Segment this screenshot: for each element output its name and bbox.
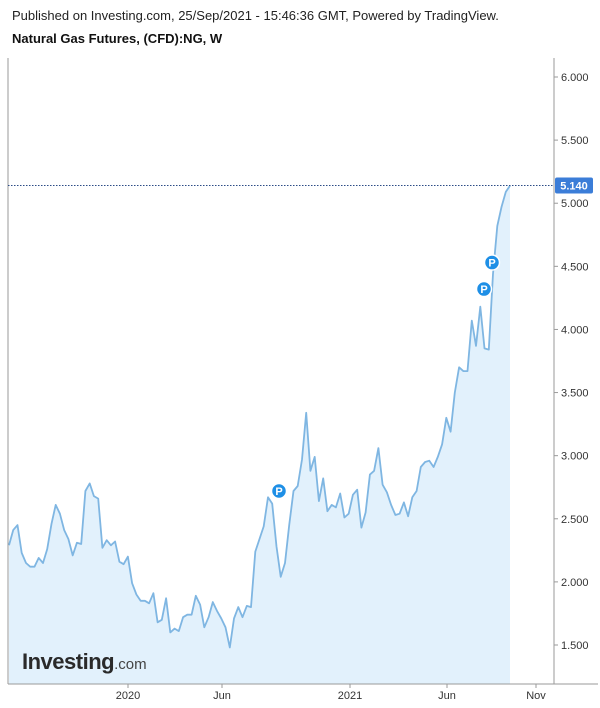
p-marker-icon[interactable]: [483, 254, 501, 271]
x-tick-label: Nov: [526, 690, 546, 702]
last-price-badge: [555, 177, 593, 194]
x-tick-label: Jun: [438, 690, 456, 702]
x-tick-label: 2020: [116, 690, 140, 702]
p-marker-label: P: [488, 258, 495, 270]
y-tick-label: 4.500: [561, 261, 589, 273]
y-tick-label: 5.000: [561, 198, 589, 210]
marker-layer[interactable]: P P P: [270, 254, 501, 500]
y-tick-label: 3.500: [561, 388, 589, 400]
y-tick-label: 4.000: [561, 324, 589, 336]
x-tick-label: Jun: [213, 690, 231, 702]
logo-brand: Investing: [22, 649, 115, 674]
y-tick-label: 1.500: [561, 640, 589, 652]
price-line-layer: [8, 185, 511, 649]
y-tick-label: 6.000: [561, 72, 589, 84]
chart-title: Natural Gas Futures, (CFD):NG, W: [12, 31, 223, 46]
investing-logo: Investing.com: [22, 649, 147, 675]
y-tick-label: 3.000: [561, 451, 589, 463]
p-marker-icon[interactable]: [270, 482, 288, 500]
y-tick-label: 2.000: [561, 577, 589, 589]
published-caption: Published on Investing.com, 25/Sep/2021 …: [12, 8, 499, 23]
axes-layer: 6.000 5.500 5.000 4.500 4.000 3.500 3.000 2.500…: [7, 58, 598, 702]
p-marker-label: P: [275, 486, 282, 498]
area-fill-layer: [9, 185, 510, 684]
logo-suffix: .com: [114, 656, 147, 673]
p-marker-label: P: [480, 284, 487, 296]
price-area: [9, 185, 510, 684]
x-tick-label: 2021: [338, 690, 362, 702]
last-price-label: 5.140: [560, 181, 588, 193]
y-tick-label: 2.500: [561, 514, 589, 526]
price-line: [8, 185, 511, 649]
y-tick-label: 5.500: [561, 135, 589, 147]
p-marker-icon[interactable]: [475, 280, 493, 298]
